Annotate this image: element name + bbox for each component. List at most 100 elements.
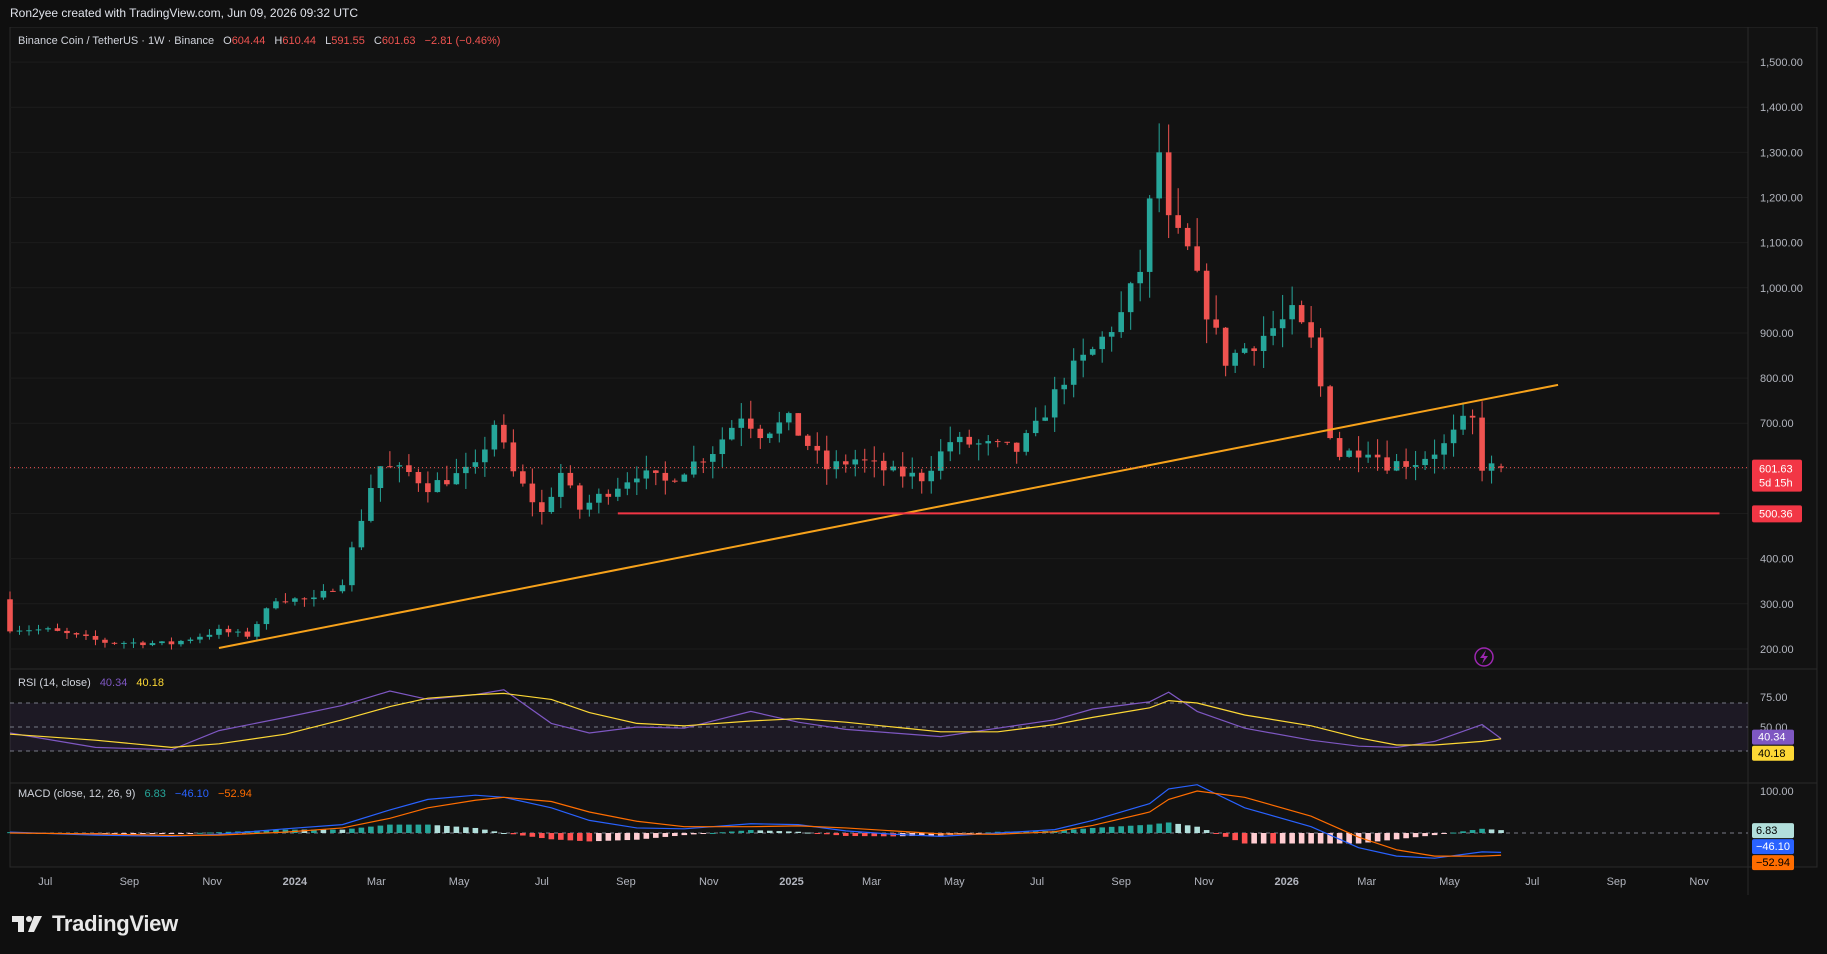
- high-label: H: [274, 35, 282, 47]
- candle-body: [1051, 389, 1058, 418]
- macd-histogram-bar: [577, 833, 583, 841]
- candle-body: [35, 629, 42, 631]
- candle-body: [861, 459, 868, 461]
- candle-body: [7, 599, 13, 632]
- macd-histogram-bar: [634, 833, 640, 840]
- macd-histogram-bar: [263, 830, 270, 833]
- candle-body: [586, 502, 593, 510]
- time-tick-label: Nov: [1194, 876, 1214, 888]
- macd-histogram-bar: [586, 833, 593, 842]
- candle-body: [1241, 348, 1248, 353]
- macd-histogram-bar: [187, 833, 194, 834]
- candle-body: [349, 547, 355, 586]
- candle-body: [1070, 360, 1077, 385]
- macd-histogram-bar: [776, 831, 783, 833]
- candle-body: [216, 628, 222, 635]
- candle-body: [985, 441, 992, 444]
- macd-histogram-bar: [453, 826, 460, 833]
- macd-histogram-bar: [254, 830, 260, 833]
- candle-body: [1061, 384, 1067, 390]
- candle-body: [339, 585, 346, 592]
- lightning-icon[interactable]: [1474, 647, 1494, 667]
- price-tick-label: 1,300.00: [1760, 147, 1803, 159]
- candle-body: [235, 631, 241, 633]
- candle-body: [1251, 348, 1257, 352]
- macd-histogram-bar: [216, 832, 222, 834]
- macd-histogram-bar: [1412, 833, 1419, 838]
- time-axis[interactable]: Jul Sep Nov 2024 Mar May Jul Sep Nov 2025 Mar May Ju…: [38, 876, 1709, 888]
- price-badges: 601.63 5d 15h 500.36: [1752, 459, 1802, 523]
- candle-body: [1289, 305, 1295, 320]
- rsi-ma-line: [9, 692, 1502, 749]
- candle-body: [833, 461, 840, 470]
- candle-body: [83, 634, 89, 636]
- candle-body: [1488, 463, 1495, 471]
- macd-histogram-bar: [273, 830, 279, 833]
- macd-histogram-bar: [842, 833, 849, 836]
- candle-body: [1422, 458, 1428, 466]
- candle-body: [282, 601, 289, 603]
- candle-body: [1137, 271, 1143, 284]
- candle-body: [577, 485, 583, 510]
- macd-badge-text: −46.10: [1756, 841, 1790, 853]
- candle-body: [520, 471, 526, 484]
- candle-body: [1403, 461, 1409, 467]
- candle-body: [187, 639, 194, 641]
- macd-badge: [1752, 855, 1794, 871]
- macd-histogram-bar: [672, 833, 678, 837]
- candle-body: [64, 630, 70, 634]
- change-value: −2.81 (−0.46%): [425, 35, 501, 47]
- macd-histogram-bar: [1175, 823, 1181, 833]
- macd-histogram-bar: [1184, 825, 1191, 833]
- high-value: 610.44: [282, 35, 316, 47]
- price-tick-label: 1,500.00: [1760, 57, 1803, 69]
- candle-body: [956, 436, 963, 443]
- macd-histogram-bar: [406, 824, 412, 833]
- macd-histogram-bar: [985, 832, 992, 834]
- candle-body: [918, 472, 925, 482]
- candle-body: [1118, 312, 1124, 333]
- candle-body: [852, 459, 859, 465]
- candle-body: [1327, 386, 1333, 439]
- macd-histogram-bar: [111, 833, 118, 835]
- candle-body: [406, 465, 412, 473]
- candle-body: [1184, 227, 1191, 247]
- rsi-ma-value: 40.18: [136, 677, 164, 689]
- candle-body: [539, 502, 545, 513]
- candle-body: [510, 442, 517, 472]
- macd-histogram-bar: [558, 833, 564, 840]
- candle-body: [1080, 354, 1086, 361]
- candle-body: [1042, 417, 1049, 421]
- rsi-value-badge-text: 40.34: [1758, 732, 1786, 744]
- candle-body: [1441, 443, 1447, 455]
- candle-body: [548, 496, 555, 513]
- macd-histogram-bar: [168, 833, 175, 834]
- candle-body: [1384, 457, 1390, 471]
- time-tick-label: Mar: [1357, 876, 1376, 888]
- macd-histogram-bar: [491, 831, 498, 833]
- macd-histogram-bar: [463, 827, 469, 833]
- candle-body: [766, 433, 773, 439]
- macd-axis-label: 100.00: [1760, 786, 1794, 798]
- price-tick-label: 200.00: [1760, 644, 1794, 656]
- tradingview-logo[interactable]: TradingView: [12, 911, 178, 937]
- candle-body: [130, 642, 137, 644]
- candle-body: [140, 642, 146, 646]
- macd-histogram-bar: [1336, 833, 1343, 844]
- macd-histogram-bar: [747, 830, 754, 833]
- candle-body: [804, 435, 811, 446]
- candle-body: [1298, 305, 1305, 323]
- macd-histogram-bar: [1241, 833, 1248, 844]
- attribution-bar: Ron2yee created with TradingView.com, Ju…: [0, 0, 1827, 27]
- candle-body: [330, 590, 336, 592]
- low-value: 591.55: [331, 35, 365, 47]
- drawings[interactable]: [10, 383, 1748, 650]
- macd-histogram-bar: [691, 833, 697, 835]
- macd-histogram-bar: [1450, 832, 1457, 834]
- last-price-text: 601.63: [1759, 464, 1793, 476]
- candle-body: [1336, 438, 1343, 457]
- chart-canvas[interactable]: Binance Coin / TetherUS · 1W · Binance O…: [0, 27, 1827, 895]
- candle-body: [26, 630, 32, 632]
- macd-histogram-bar: [1365, 833, 1371, 843]
